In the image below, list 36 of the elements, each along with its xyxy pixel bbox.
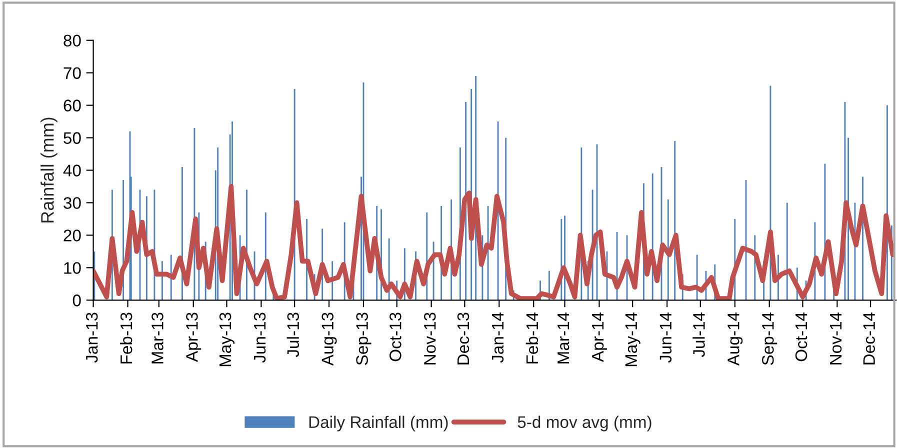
legend-label: 5-d mov avg (mm) (518, 416, 652, 432)
x-tick-label: Aug-13 (322, 312, 337, 366)
y-tick-label: 60 (64, 100, 81, 112)
x-tick-label: Feb-14 (526, 312, 538, 364)
y-tick-label: 40 (63, 164, 81, 176)
x-tick-label: Jun-13 (254, 312, 266, 363)
y-axis-title: Rainfall (mm) (40, 118, 58, 222)
y-tick-label: 30 (64, 197, 81, 209)
y-tick-label: 10 (64, 262, 81, 274)
x-tick-label: Dec-13 (457, 312, 470, 364)
x-tick-label: Jul-14 (692, 312, 705, 358)
x-tick-label: May-13 (219, 312, 234, 366)
x-tick-label: Jan-14 (492, 312, 504, 363)
y-tick-label: 0 (72, 294, 81, 306)
x-tick-label: Nov-14 (830, 312, 842, 364)
x-tick-label: Feb-13 (120, 312, 132, 364)
x-tick-label: Dec-14 (863, 312, 875, 364)
y-tick-label: 50 (64, 132, 81, 144)
x-tick-label: Mar-13 (152, 312, 164, 364)
x-tick-label: Sep-13 (356, 312, 372, 365)
y-tick-label: 80 (64, 34, 81, 47)
x-tick-label: Apr-13 (186, 312, 202, 362)
x-tick-label: Jun-14 (660, 312, 672, 363)
x-tick-label: Mar-14 (558, 312, 570, 364)
x-tick-label: Nov-13 (424, 312, 436, 364)
x-tick-label: Oct-14 (795, 312, 808, 362)
legend-label: Daily Rainfall (mm) (309, 416, 448, 432)
y-tick-label: 20 (64, 230, 81, 242)
y-tick-label: 70 (64, 67, 81, 80)
x-tick-label: Sep-14 (762, 312, 778, 365)
x-tick-label: Oct-13 (390, 312, 402, 362)
x-tick-label: May-14 (625, 312, 640, 366)
x-tick-label: Apr-14 (592, 312, 607, 362)
x-tick-label: Jan-13 (86, 312, 98, 363)
x-tick-label: Aug-14 (728, 312, 743, 366)
x-tick-label: Jul-13 (286, 312, 300, 358)
